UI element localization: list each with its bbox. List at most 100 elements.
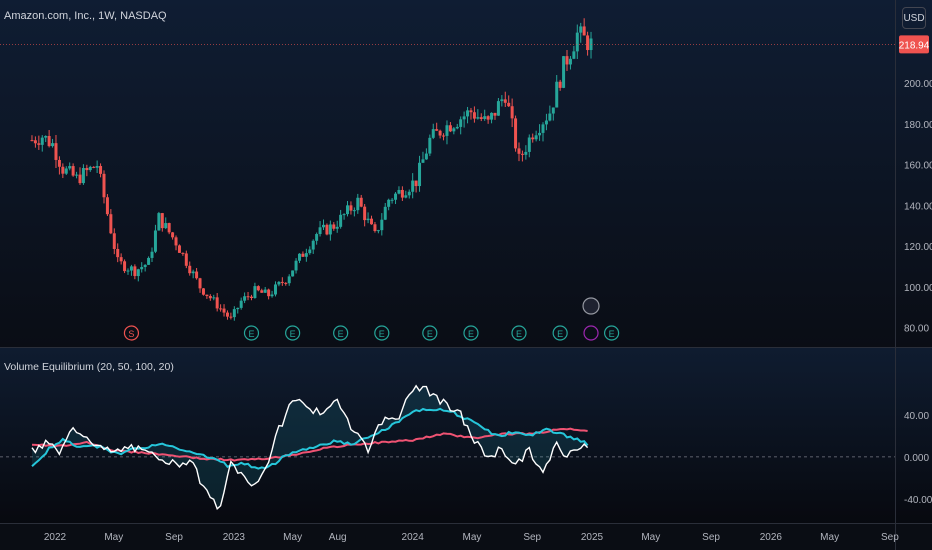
candle-body xyxy=(256,286,260,291)
candle-body xyxy=(335,226,339,229)
candle-body xyxy=(297,253,301,261)
candle-body xyxy=(153,230,157,252)
candle-body xyxy=(555,81,559,108)
candle-body xyxy=(325,224,329,235)
candle-body xyxy=(212,297,216,299)
candle-body xyxy=(105,197,109,215)
earnings-marker xyxy=(463,325,479,341)
candle-body xyxy=(243,296,247,301)
event-label: E xyxy=(516,329,522,339)
candle-body xyxy=(541,124,545,133)
candle-body xyxy=(373,224,377,232)
candle-body xyxy=(370,218,374,225)
candle-body xyxy=(414,180,418,187)
candle-body xyxy=(88,166,92,171)
event-label: E xyxy=(290,329,296,339)
candle-body xyxy=(318,227,322,235)
candle-body xyxy=(448,125,452,132)
time-axis-ticks[interactable]: 2022 May Sep 2023 May Aug 2024 May Sep 2025 May Sep… xyxy=(44,532,899,543)
candle-body xyxy=(201,288,205,295)
candle-body xyxy=(383,206,387,220)
candle-body xyxy=(493,112,497,116)
price-tick-label: 80.00 xyxy=(904,324,929,335)
candle-body xyxy=(304,253,308,257)
candle-body xyxy=(352,210,356,212)
candle-body xyxy=(507,102,511,107)
candle-body xyxy=(191,271,195,274)
candle-body xyxy=(558,81,562,88)
event-label: E xyxy=(379,329,385,339)
candle-body xyxy=(483,116,487,119)
candle-body xyxy=(219,308,223,310)
candle-body xyxy=(260,290,264,293)
candle-body xyxy=(123,261,127,272)
candle-body xyxy=(229,316,233,318)
candles xyxy=(30,18,593,321)
candle-body xyxy=(177,245,181,253)
candle-body xyxy=(380,219,384,231)
candle-body xyxy=(85,168,89,171)
time-tick-label: Sep xyxy=(881,532,899,543)
candle-body xyxy=(287,276,291,284)
event-label: E xyxy=(557,329,563,339)
candle-body xyxy=(452,128,456,132)
candle-body xyxy=(486,116,490,120)
candle-body xyxy=(503,99,507,103)
candle-body xyxy=(548,113,552,121)
earnings-marker xyxy=(511,325,527,341)
candle-body xyxy=(438,130,442,136)
candle-body xyxy=(116,248,120,258)
candle-body xyxy=(538,132,542,136)
candle-body xyxy=(534,135,538,140)
candle-body xyxy=(565,56,569,65)
time-tick-label: Sep xyxy=(523,532,541,543)
indicator-title: Volume Equilibrium (20, 50, 100, 20) xyxy=(4,361,174,373)
candle-body xyxy=(472,112,476,119)
candle-body xyxy=(270,294,274,297)
candle-body xyxy=(575,32,579,52)
candle-body xyxy=(428,137,432,154)
time-tick-label: May xyxy=(641,532,660,543)
candle-body xyxy=(284,282,288,284)
signal-line-cyan xyxy=(31,407,589,470)
candle-body xyxy=(572,51,576,59)
candle-body xyxy=(339,214,343,227)
candle-body xyxy=(315,234,319,241)
candle-body xyxy=(249,296,253,298)
event-label: E xyxy=(427,329,433,339)
candle-body xyxy=(273,284,277,295)
indicator-axis-ticks[interactable]: 40.00 0.000 -40.00 xyxy=(904,411,932,506)
price-axis-ticks[interactable]: 80.00 100.00 120.00 140.00 160.00 180.00 200.0… xyxy=(904,79,932,335)
time-tick-label: 2023 xyxy=(223,532,246,543)
candle-body xyxy=(390,199,394,201)
earnings-marker xyxy=(374,325,390,341)
candle-body xyxy=(356,197,360,211)
time-tick-label: Aug xyxy=(329,532,347,543)
candle-body xyxy=(232,309,236,318)
candle-body xyxy=(54,143,58,160)
candle-body xyxy=(469,110,473,113)
candle-body xyxy=(184,253,188,266)
time-axis-bg xyxy=(0,524,932,550)
candle-body xyxy=(459,119,463,127)
candle-body xyxy=(328,224,332,235)
candle-body xyxy=(404,195,408,198)
candle-body xyxy=(490,112,494,120)
candle-body xyxy=(520,153,524,155)
candle-body xyxy=(71,166,75,176)
candle-body xyxy=(579,26,583,33)
candle-body xyxy=(95,166,99,168)
candle-body xyxy=(568,58,572,65)
candle-body xyxy=(527,137,531,152)
candle-body xyxy=(150,251,154,258)
indicator-tick-label: -40.00 xyxy=(904,495,932,506)
candle-body xyxy=(75,174,79,176)
candle-body xyxy=(222,308,226,313)
candle-body xyxy=(455,126,459,129)
symbol-title: Amazon.com, Inc., 1W, NASDAQ xyxy=(4,10,167,22)
candle-body xyxy=(263,289,267,293)
currency-button[interactable]: USD xyxy=(902,7,926,29)
candle-body xyxy=(411,180,415,192)
candle-body xyxy=(349,205,353,211)
